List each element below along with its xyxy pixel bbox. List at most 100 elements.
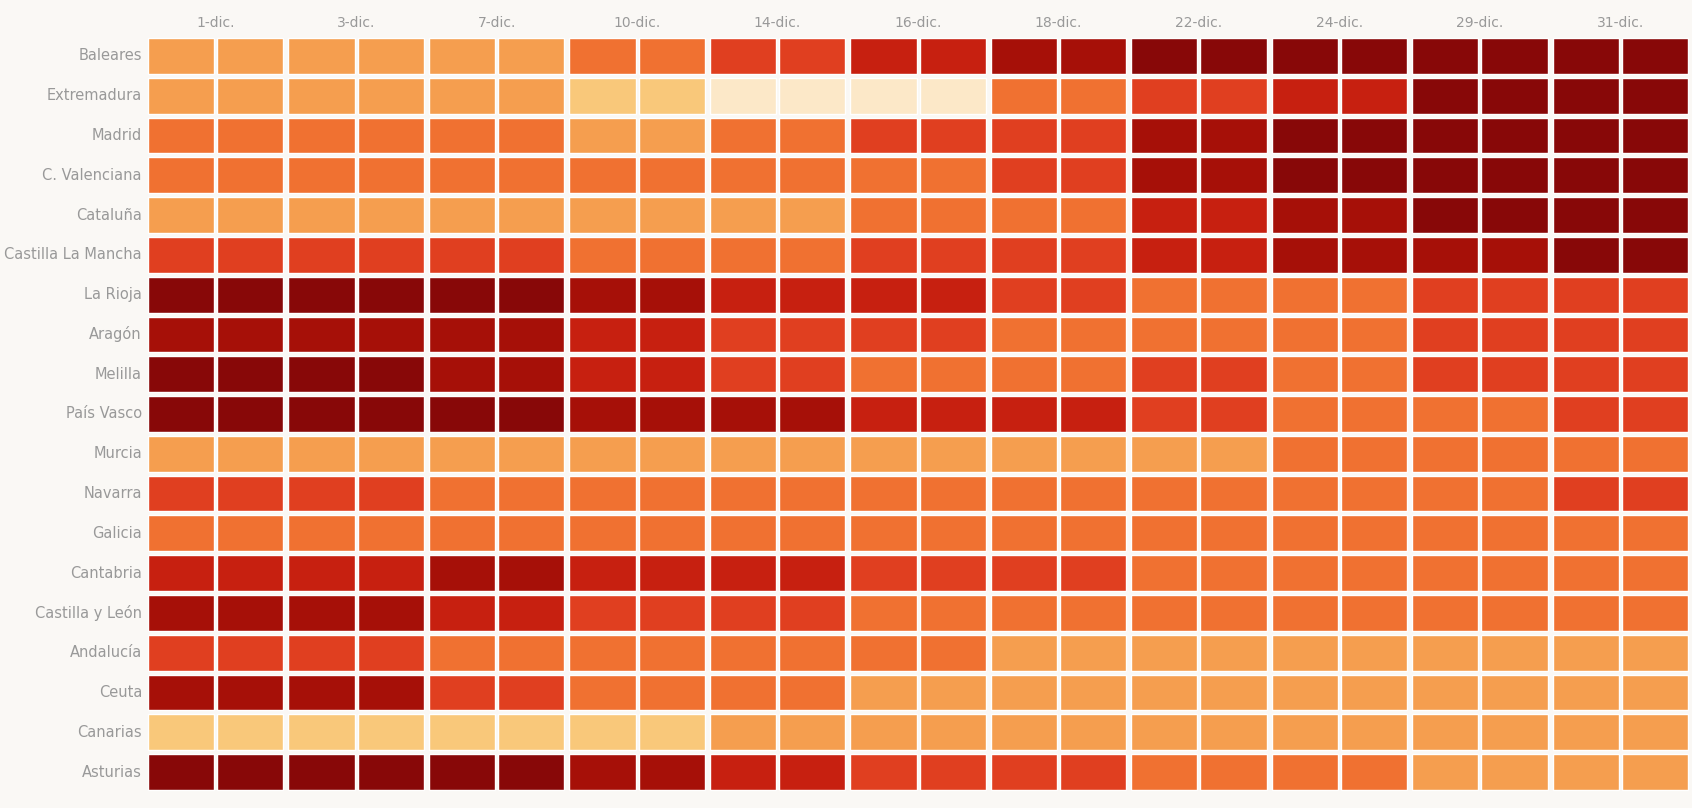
Bar (1413, 356, 1479, 392)
Bar (1340, 38, 1408, 74)
Bar (638, 476, 706, 511)
Bar (1272, 118, 1338, 154)
Bar (1200, 635, 1267, 671)
Bar (1553, 38, 1619, 74)
Bar (147, 118, 215, 154)
Bar (428, 356, 496, 392)
Bar (217, 317, 284, 352)
Bar (1340, 714, 1408, 750)
Bar (711, 118, 777, 154)
Bar (1480, 78, 1548, 114)
Bar (428, 436, 496, 472)
Bar (570, 118, 636, 154)
Bar (357, 118, 425, 154)
Bar (1272, 714, 1338, 750)
Bar (428, 317, 496, 352)
Text: 16-dic.: 16-dic. (895, 16, 942, 30)
Bar (1200, 356, 1267, 392)
Bar (1059, 476, 1127, 511)
Bar (638, 595, 706, 631)
Bar (1621, 197, 1689, 233)
Text: 22-dic.: 22-dic. (1176, 16, 1223, 30)
Bar (217, 396, 284, 432)
Bar (711, 158, 777, 193)
Bar (1200, 276, 1267, 313)
Text: 24-dic.: 24-dic. (1316, 16, 1364, 30)
Bar (778, 317, 846, 352)
Bar (357, 754, 425, 790)
Bar (1553, 197, 1619, 233)
Bar (357, 635, 425, 671)
Bar (428, 158, 496, 193)
Bar (1132, 476, 1198, 511)
Text: Castilla y León: Castilla y León (36, 605, 142, 621)
Bar (217, 356, 284, 392)
Bar (1059, 118, 1127, 154)
Bar (1480, 356, 1548, 392)
Bar (1059, 38, 1127, 74)
Bar (1621, 516, 1689, 551)
Bar (497, 197, 565, 233)
Bar (919, 78, 986, 114)
Bar (1132, 237, 1198, 273)
Bar (992, 635, 1058, 671)
Bar (1272, 356, 1338, 392)
Bar (1059, 754, 1127, 790)
Bar (711, 276, 777, 313)
Bar (1480, 476, 1548, 511)
Bar (288, 38, 355, 74)
Bar (428, 754, 496, 790)
Bar (147, 317, 215, 352)
Bar (217, 635, 284, 671)
Bar (638, 158, 706, 193)
Bar (497, 516, 565, 551)
Bar (638, 197, 706, 233)
Bar (1413, 436, 1479, 472)
Bar (357, 356, 425, 392)
Bar (638, 436, 706, 472)
Bar (1200, 476, 1267, 511)
Bar (992, 516, 1058, 551)
Bar (1340, 555, 1408, 591)
Bar (570, 516, 636, 551)
Text: Cataluña: Cataluña (76, 208, 142, 222)
Bar (1340, 158, 1408, 193)
Bar (288, 595, 355, 631)
Bar (919, 118, 986, 154)
Bar (288, 78, 355, 114)
Bar (1553, 78, 1619, 114)
Bar (992, 595, 1058, 631)
Text: Baleares: Baleares (78, 48, 142, 63)
Bar (1272, 476, 1338, 511)
Bar (778, 436, 846, 472)
Bar (1621, 754, 1689, 790)
Bar (497, 555, 565, 591)
Bar (428, 118, 496, 154)
Bar (1200, 317, 1267, 352)
Bar (851, 436, 917, 472)
Bar (1480, 714, 1548, 750)
Bar (919, 754, 986, 790)
Bar (428, 635, 496, 671)
Bar (1413, 595, 1479, 631)
Bar (147, 197, 215, 233)
Text: Castilla La Mancha: Castilla La Mancha (5, 247, 142, 263)
Bar (1340, 476, 1408, 511)
Bar (919, 714, 986, 750)
Bar (217, 237, 284, 273)
Bar (638, 38, 706, 74)
Bar (1553, 276, 1619, 313)
Bar (288, 356, 355, 392)
Bar (778, 158, 846, 193)
Text: Asturias: Asturias (83, 764, 142, 780)
Bar (1340, 675, 1408, 710)
Bar (1480, 396, 1548, 432)
Bar (1480, 197, 1548, 233)
Bar (147, 237, 215, 273)
Bar (638, 78, 706, 114)
Bar (1480, 516, 1548, 551)
Bar (638, 714, 706, 750)
Bar (711, 516, 777, 551)
Bar (1413, 118, 1479, 154)
Bar (711, 675, 777, 710)
